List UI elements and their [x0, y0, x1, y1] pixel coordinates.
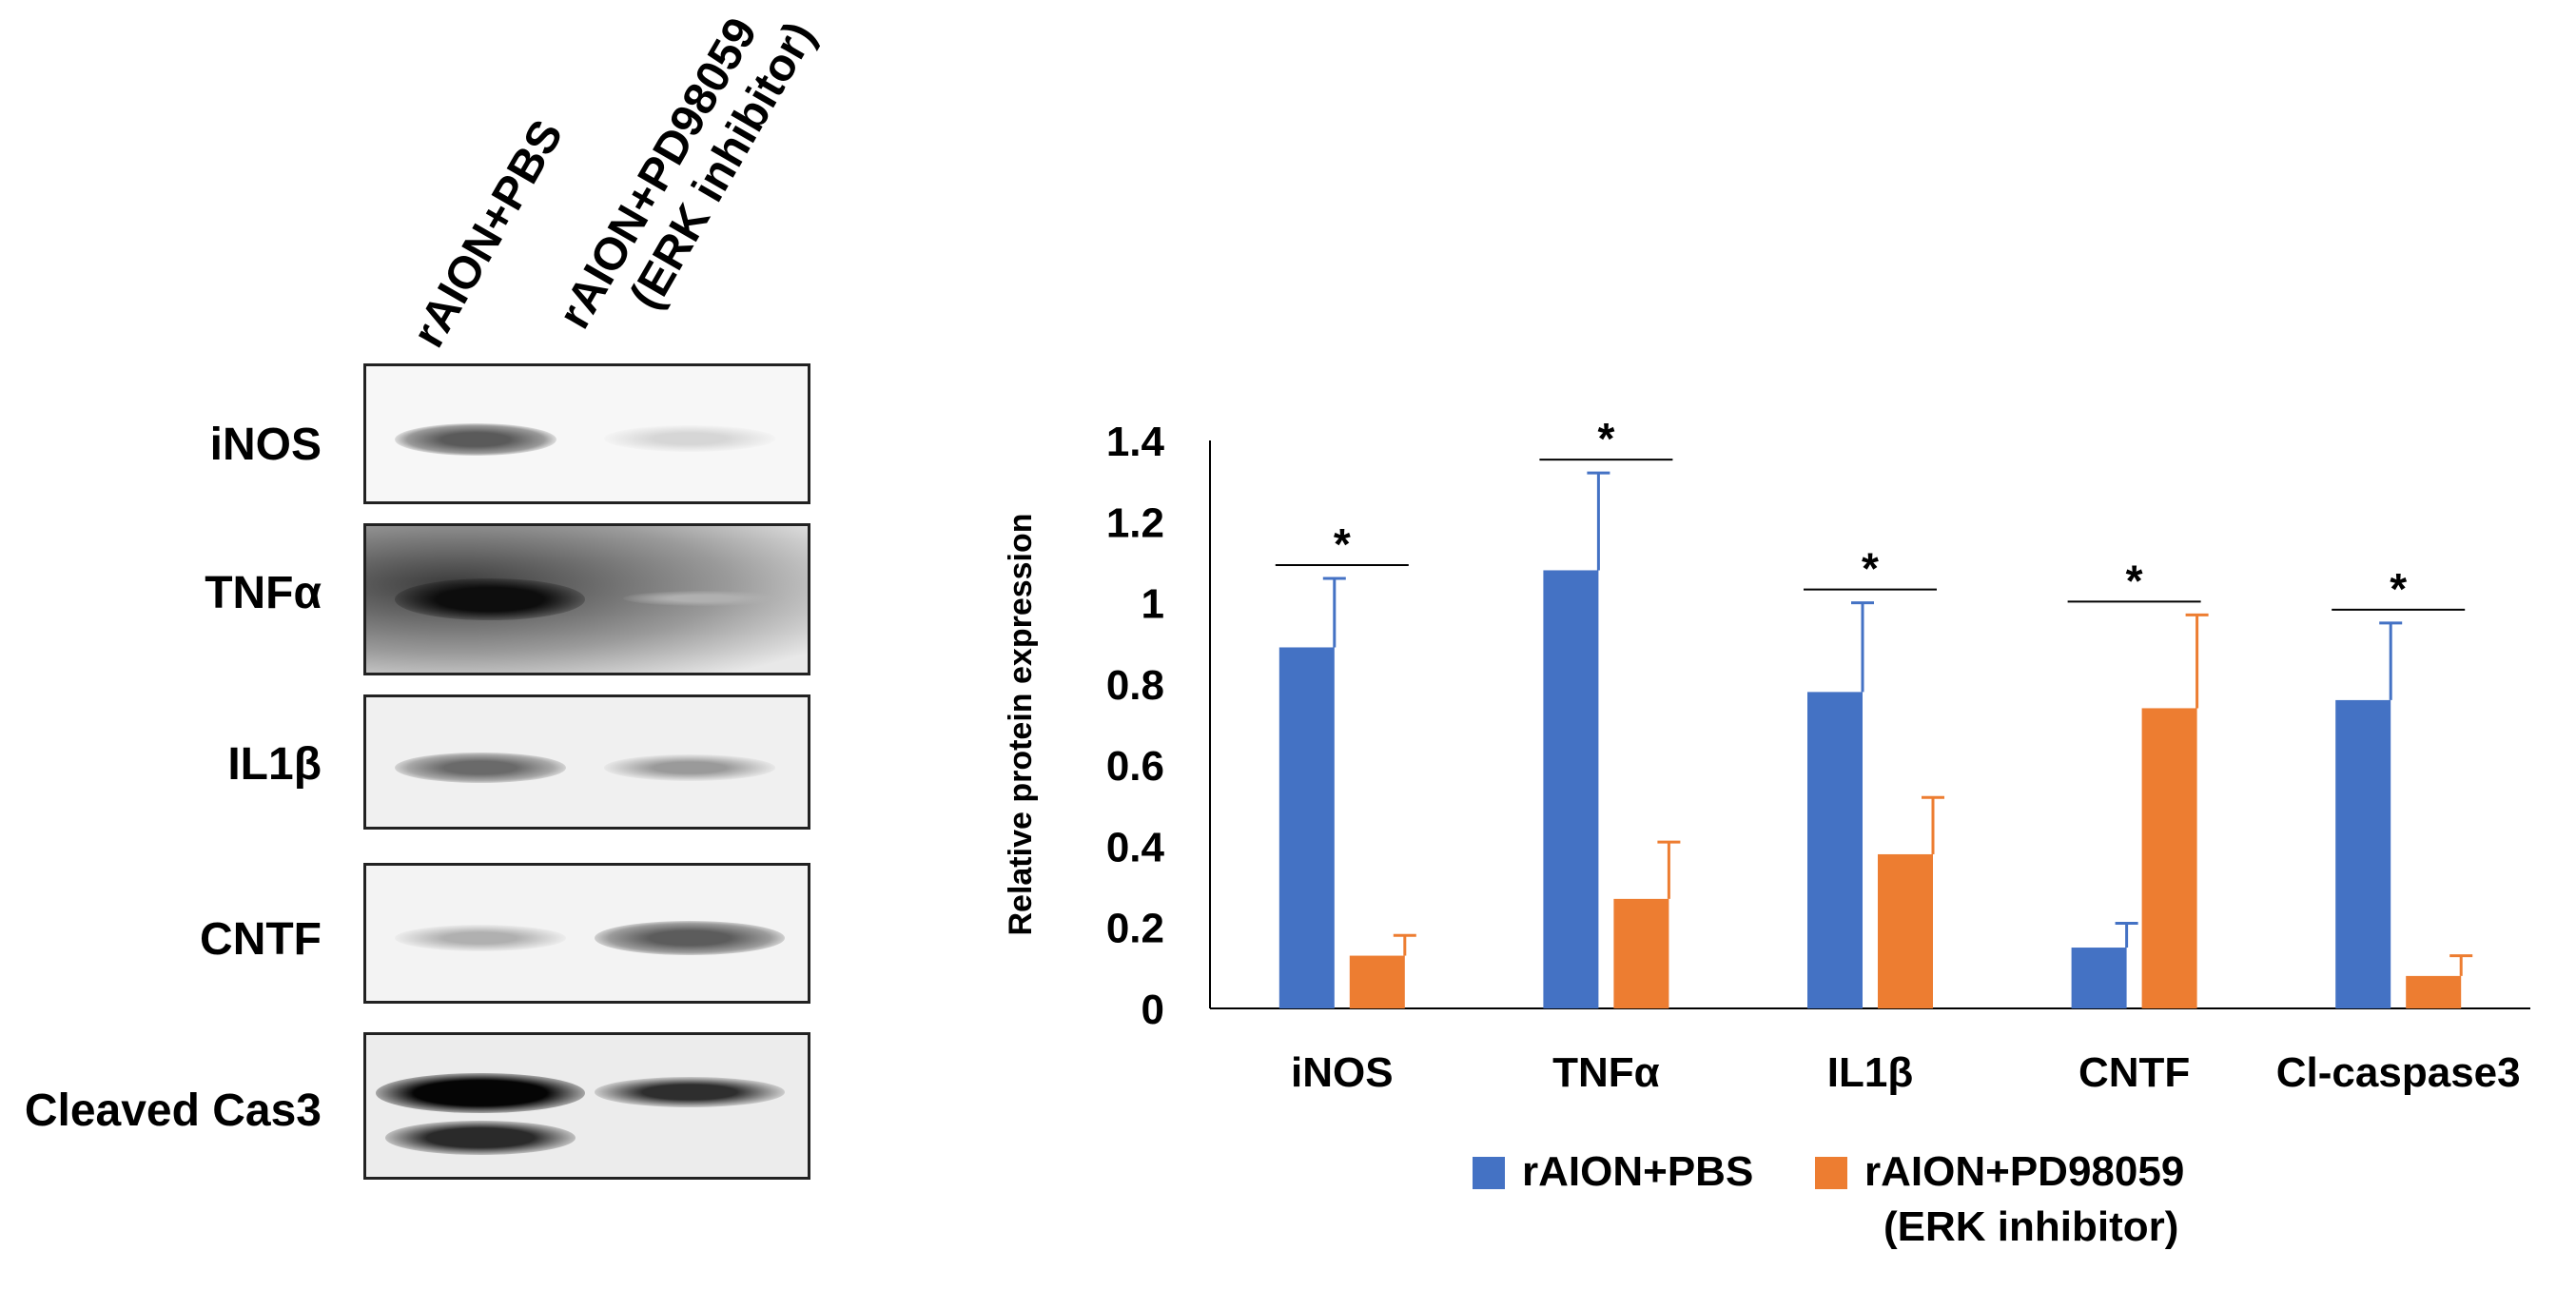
blot-tnfa	[363, 523, 810, 675]
bar	[2406, 975, 2462, 1008]
x-tick-label: iNOS	[1291, 1049, 1394, 1096]
significance-star: *	[2126, 556, 2143, 605]
band	[395, 423, 556, 456]
bar	[1543, 570, 1599, 1008]
legend-label-pd98059: rAION+PD98059	[1864, 1148, 2184, 1195]
band	[604, 754, 775, 781]
band	[395, 925, 566, 951]
blot-cntf	[363, 863, 810, 1004]
band	[604, 425, 775, 452]
band	[595, 921, 785, 955]
blot-label-inos: iNOS	[209, 420, 322, 470]
legend-label-erk: (ERK inhibitor)	[1883, 1203, 2178, 1250]
significance-star: *	[1862, 544, 1879, 594]
significance-star: *	[2390, 564, 2407, 614]
band	[395, 578, 585, 620]
band	[385, 1121, 576, 1155]
y-tick-label: 0.8	[1106, 662, 1164, 709]
band	[595, 1077, 785, 1107]
y-tick-label: 0	[1142, 987, 1164, 1033]
bar	[1878, 853, 1933, 1008]
bar	[2141, 708, 2197, 1008]
legend-swatch-pd98059	[1815, 1157, 1847, 1189]
y-tick-label: 0.4	[1106, 824, 1165, 870]
x-tick-label: Cl-caspase3	[2276, 1049, 2521, 1096]
y-tick-label: 0.2	[1106, 906, 1164, 952]
bar	[1613, 898, 1669, 1008]
blot-inos	[363, 363, 810, 504]
x-tick-label: IL1β	[1827, 1049, 1913, 1096]
blot-il1b	[363, 694, 810, 830]
blot-label-tnfa: TNFα	[205, 568, 322, 618]
bar	[1278, 647, 1335, 1008]
blot-label-cleaved-cas3: Cleaved Cas3	[24, 1085, 322, 1136]
significance-star: *	[1597, 414, 1614, 463]
significance-star: *	[1334, 519, 1351, 569]
bar	[1349, 955, 1405, 1008]
legend-swatch-pbs	[1473, 1157, 1505, 1189]
bar	[2071, 948, 2127, 1008]
y-axis-label: Relative protein expression	[1003, 513, 1039, 935]
y-tick-label: 0.6	[1106, 743, 1164, 790]
band	[395, 753, 566, 783]
x-tick-label: CNTF	[2078, 1049, 2190, 1096]
bar	[1807, 692, 1863, 1008]
blot-label-il1b: IL1β	[227, 739, 322, 790]
y-tick-label: 1.2	[1106, 499, 1164, 546]
band	[376, 1073, 585, 1113]
x-tick-label: TNFα	[1552, 1049, 1660, 1096]
y-tick-label: 1	[1142, 581, 1164, 628]
legend-label-pbs: rAION+PBS	[1522, 1148, 1753, 1195]
bar	[2335, 699, 2391, 1008]
y-tick-label: 1.4	[1106, 419, 1165, 465]
blot-cleaved-cas3	[363, 1032, 810, 1180]
blot-label-cntf: CNTF	[200, 914, 322, 965]
band	[623, 591, 785, 606]
